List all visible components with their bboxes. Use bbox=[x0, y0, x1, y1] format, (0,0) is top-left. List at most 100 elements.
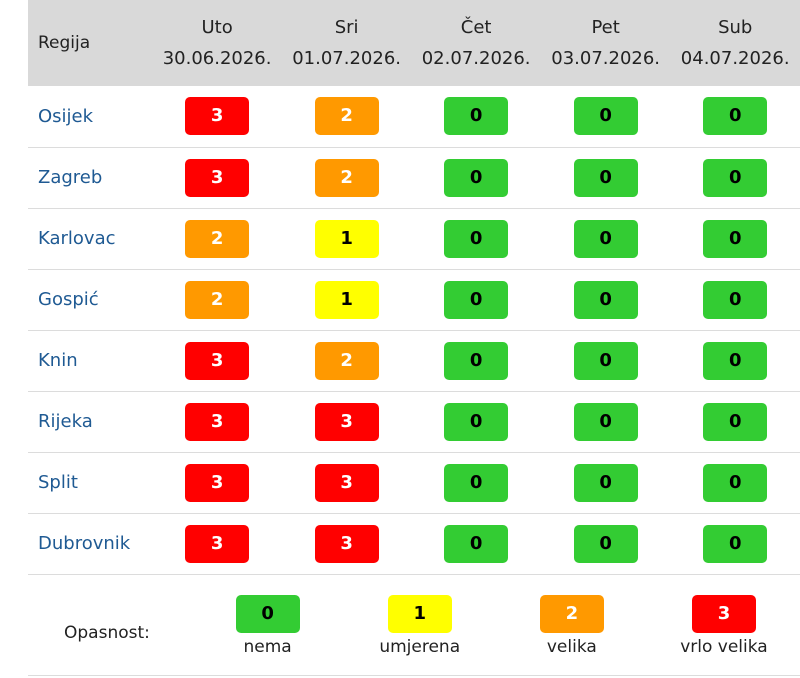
danger-cell: 3 bbox=[282, 452, 412, 513]
danger-cell: 0 bbox=[541, 208, 671, 269]
danger-cell: 3 bbox=[282, 513, 412, 574]
danger-level-badge: 2 bbox=[185, 219, 250, 258]
danger-level-badge: 0 bbox=[703, 341, 768, 380]
danger-cell: 0 bbox=[541, 513, 671, 574]
table-row: Knin 3 2 0 0 0 bbox=[28, 330, 800, 391]
danger-level-badge: 0 bbox=[444, 158, 509, 197]
region-link[interactable]: Zagreb bbox=[38, 167, 103, 188]
danger-cell: 0 bbox=[670, 269, 800, 330]
danger-cell: 3 bbox=[152, 330, 282, 391]
forecast-widget: Regija Uto 30.06.2026. Sri 01.07.2026. Čet… bbox=[28, 0, 800, 676]
day-name: Sri bbox=[334, 17, 359, 38]
danger-cell: 0 bbox=[411, 208, 541, 269]
danger-level-badge: 3 bbox=[314, 524, 379, 563]
danger-level-badge: 3 bbox=[185, 402, 250, 441]
day-column-header: Pet 03.07.2026. bbox=[541, 0, 671, 86]
legend-badge: 0 bbox=[235, 594, 300, 633]
region-link[interactable]: Knin bbox=[38, 350, 78, 371]
danger-cell: 0 bbox=[670, 391, 800, 452]
danger-cell: 2 bbox=[152, 208, 282, 269]
danger-cell: 3 bbox=[152, 86, 282, 147]
danger-level-badge: 0 bbox=[444, 524, 509, 563]
danger-level-badge: 0 bbox=[703, 219, 768, 258]
day-date: 30.06.2026. bbox=[162, 48, 272, 69]
danger-level-badge: 0 bbox=[444, 219, 509, 258]
day-name: Pet bbox=[591, 17, 620, 38]
region-link[interactable]: Rijeka bbox=[38, 411, 93, 432]
table-header-row: Regija Uto 30.06.2026. Sri 01.07.2026. Čet… bbox=[28, 0, 800, 86]
table-body: Osijek 3 2 0 0 0 Zagreb 3 2 0 0 0 Karlovac 2 1 0 0 0 Gospi… bbox=[28, 86, 800, 574]
danger-level-badge: 3 bbox=[185, 463, 250, 502]
danger-cell: 0 bbox=[411, 391, 541, 452]
danger-cell: 2 bbox=[282, 147, 412, 208]
danger-level-badge: 0 bbox=[703, 158, 768, 197]
danger-level-badge: 0 bbox=[444, 97, 509, 136]
danger-cell: 0 bbox=[411, 86, 541, 147]
day-date: 01.07.2026. bbox=[292, 48, 402, 69]
danger-cell: 0 bbox=[670, 330, 800, 391]
table-row: Karlovac 2 1 0 0 0 bbox=[28, 208, 800, 269]
danger-cell: 0 bbox=[411, 452, 541, 513]
danger-cell: 0 bbox=[411, 330, 541, 391]
danger-cell: 0 bbox=[670, 208, 800, 269]
danger-level-badge: 0 bbox=[573, 463, 638, 502]
danger-cell: 0 bbox=[670, 147, 800, 208]
region-column-header: Regija bbox=[38, 32, 91, 53]
danger-level-badge: 2 bbox=[314, 97, 379, 136]
danger-cell: 0 bbox=[541, 269, 671, 330]
danger-level-badge: 0 bbox=[573, 97, 638, 136]
region-link[interactable]: Karlovac bbox=[38, 228, 116, 249]
danger-cell: 3 bbox=[152, 391, 282, 452]
danger-level-badge: 3 bbox=[185, 524, 250, 563]
danger-cell: 0 bbox=[541, 147, 671, 208]
table-row: Dubrovnik 3 3 0 0 0 bbox=[28, 513, 800, 574]
danger-level-badge: 0 bbox=[573, 524, 638, 563]
danger-cell: 0 bbox=[670, 513, 800, 574]
legend-badge: 3 bbox=[691, 594, 756, 633]
danger-cell: 2 bbox=[282, 86, 412, 147]
legend-item-vrlo-velika: 3 vrlo velika bbox=[648, 594, 800, 657]
region-link[interactable]: Osijek bbox=[38, 105, 94, 127]
danger-level-badge: 3 bbox=[314, 463, 379, 502]
danger-level-badge: 1 bbox=[314, 219, 379, 258]
legend-label: vrlo velika bbox=[680, 636, 768, 657]
danger-cell: 0 bbox=[541, 391, 671, 452]
danger-level-badge: 0 bbox=[444, 402, 509, 441]
danger-level-badge: 0 bbox=[703, 97, 768, 136]
legend-label: umjerena bbox=[379, 636, 461, 657]
danger-cell: 3 bbox=[152, 513, 282, 574]
region-link[interactable]: Split bbox=[38, 472, 78, 493]
danger-cell: 0 bbox=[670, 86, 800, 147]
danger-cell: 1 bbox=[282, 208, 412, 269]
danger-cell: 3 bbox=[152, 452, 282, 513]
legend-item-velika: 2 velika bbox=[496, 594, 648, 657]
day-name: Sub bbox=[718, 17, 753, 38]
legend-badge: 1 bbox=[387, 594, 452, 633]
table-row: Zagreb 3 2 0 0 0 bbox=[28, 147, 800, 208]
day-name: Čet bbox=[460, 17, 492, 38]
danger-level-badge: 1 bbox=[314, 280, 379, 319]
day-column-header: Čet 02.07.2026. bbox=[411, 0, 541, 86]
danger-level-badge: 0 bbox=[573, 402, 638, 441]
legend-label: velika bbox=[546, 636, 597, 657]
danger-cell: 0 bbox=[670, 452, 800, 513]
danger-level-badge: 2 bbox=[185, 280, 250, 319]
danger-cell: 0 bbox=[411, 513, 541, 574]
danger-level-badge: 3 bbox=[185, 158, 250, 197]
danger-level-badge: 0 bbox=[703, 280, 768, 319]
danger-level-badge: 3 bbox=[314, 402, 379, 441]
danger-cell: 1 bbox=[282, 269, 412, 330]
danger-cell: 0 bbox=[541, 452, 671, 513]
danger-cell: 3 bbox=[152, 147, 282, 208]
day-date: 02.07.2026. bbox=[421, 48, 531, 69]
danger-level-badge: 3 bbox=[185, 341, 250, 380]
danger-level-badge: 0 bbox=[703, 402, 768, 441]
region-link[interactable]: Gospić bbox=[38, 289, 99, 310]
danger-forecast-table: Regija Uto 30.06.2026. Sri 01.07.2026. Čet… bbox=[28, 0, 800, 575]
danger-level-badge: 0 bbox=[573, 341, 638, 380]
table-row: Osijek 3 2 0 0 0 bbox=[28, 86, 800, 147]
day-date: 04.07.2026. bbox=[680, 48, 790, 69]
region-link[interactable]: Dubrovnik bbox=[38, 533, 131, 554]
danger-cell: 0 bbox=[541, 86, 671, 147]
danger-legend: Opasnost: 0 nema 1 umjerena 2 velika 3 v… bbox=[28, 575, 800, 676]
